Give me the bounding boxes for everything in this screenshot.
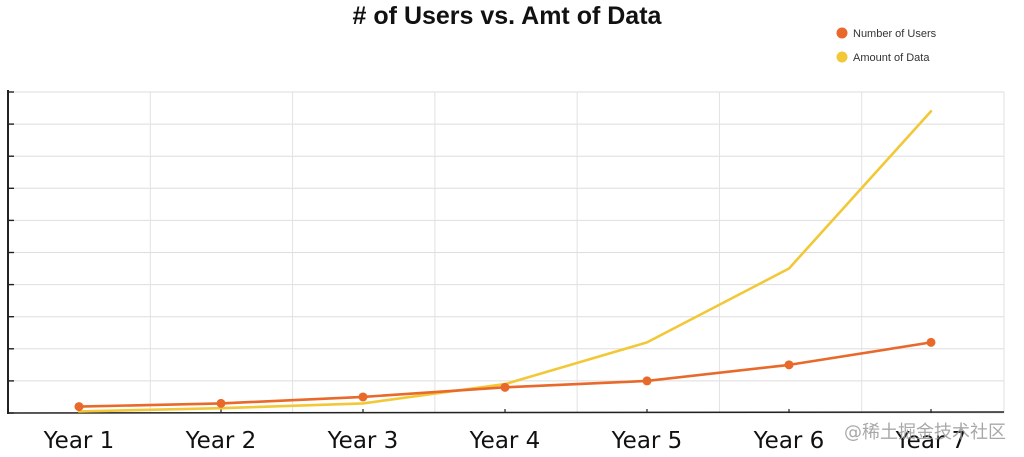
axes	[7, 90, 1005, 414]
x-tick-labels: Year 1 Year 2 Year 3 Year 4 Year 5 Year 6 Year…	[43, 428, 967, 454]
watermark: @稀土掘金技术社区	[844, 422, 1006, 443]
data-point	[784, 360, 794, 370]
data-point	[642, 376, 652, 386]
x-axis-line	[7, 411, 1005, 414]
legend-marker	[836, 51, 848, 63]
grid	[7, 91, 1005, 414]
legend-label: Number of Users	[853, 28, 937, 40]
x-tick-label: Year 4	[469, 428, 541, 454]
x-tick-label: Year 6	[753, 428, 825, 454]
x-tick-label: Year 3	[327, 428, 399, 454]
data-point	[500, 382, 510, 392]
x-tick-label: Year 1	[43, 428, 115, 454]
x-tick-label: Year 7	[895, 428, 967, 454]
legend-label: Amount of Data	[853, 52, 930, 64]
series-line-number-of-users	[77, 341, 933, 408]
series-layer	[74, 110, 936, 413]
data-point	[358, 392, 368, 402]
data-point	[926, 337, 936, 347]
x-tick-label: Year 2	[185, 428, 257, 454]
data-point	[74, 402, 84, 412]
legend-marker	[836, 27, 848, 39]
data-point	[216, 398, 226, 408]
chart-title: # of Users vs. Amt of Data	[353, 2, 663, 30]
x-tick-label: Year 5	[611, 428, 683, 454]
legend: Number of Users Amount of Data	[836, 27, 937, 64]
